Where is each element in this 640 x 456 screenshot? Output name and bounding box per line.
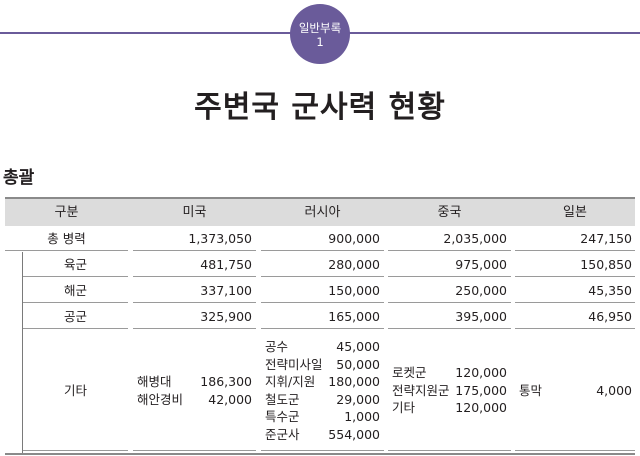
cell-china: 250,000: [388, 278, 511, 303]
table-row-army: 육군 481,750 280,000 975,000 150,850: [5, 252, 635, 278]
cell-russia-etc: 공수 45,000 전략미사일 50,000 지휘/지원 180,000 철도군…: [261, 330, 384, 451]
row-label: 육군: [23, 252, 128, 277]
etc-item: 철도군 29,000: [265, 391, 380, 409]
table-bottom-rule: [5, 453, 635, 455]
cell-russia: 280,000: [261, 252, 384, 277]
etc-item-value: 50,000: [336, 356, 380, 372]
table-row-total: 총 병력 1,373,050 900,000 2,035,000 247,150: [5, 226, 635, 252]
etc-item: 전략지원군 175,000: [392, 382, 507, 400]
table-row-etc: 기타 해병대 186,300 해안경비 42,000 공수 45,000 전략미…: [5, 330, 635, 452]
etc-item-name: 전략미사일: [265, 356, 323, 372]
table-row-navy: 해군 337,100 150,000 250,000 45,350: [5, 278, 635, 304]
etc-item-value: 42,000: [208, 391, 252, 407]
etc-item-name: 통막: [519, 383, 543, 398]
header-china: 중국: [437, 205, 462, 220]
cell-usa: 1,373,050: [133, 226, 256, 251]
header-japan: 일본: [563, 205, 587, 220]
cell-usa: 325,900: [133, 304, 256, 329]
page-title: 주변국 군사력 현황: [194, 90, 446, 125]
etc-item-name: 해병대: [137, 374, 172, 389]
cell-china: 395,000: [388, 304, 511, 329]
etc-item: 해안경비 42,000: [137, 391, 252, 409]
cell-china: 975,000: [388, 252, 511, 277]
etc-item-value: 1,000: [344, 409, 380, 424]
cell-china: 2,035,000: [388, 226, 511, 251]
cell-japan: 150,850: [515, 252, 635, 277]
row-label: 해군: [23, 278, 128, 303]
etc-item-name: 공수: [265, 339, 289, 354]
etc-item: 특수군 1,000: [265, 408, 380, 426]
cell-japan: 247,150: [515, 226, 635, 251]
etc-item-value: 186,300: [200, 374, 252, 389]
etc-item-value: 45,000: [336, 339, 380, 354]
etc-item-name: 기타: [392, 400, 416, 415]
header-category: 구분: [54, 205, 79, 220]
etc-item: 전략미사일 50,000: [265, 356, 380, 374]
etc-item-value: 180,000: [328, 374, 380, 389]
appendix-badge: 일반부록 1: [290, 4, 350, 64]
etc-item-value: 120,000: [455, 365, 507, 380]
etc-item-value: 120,000: [455, 400, 507, 415]
etc-item-value: 554,000: [328, 426, 380, 442]
etc-item-value: 4,000: [596, 383, 632, 398]
header-russia: 러시아: [304, 205, 341, 220]
cell-russia: 900,000: [261, 226, 384, 251]
etc-item: 기타 120,000: [392, 399, 507, 417]
etc-item: 로켓군 120,000: [392, 364, 507, 382]
etc-item: 해병대 186,300: [137, 373, 252, 391]
etc-item-name: 해안경비: [137, 391, 184, 407]
table-header: 구분 미국 러시아 중국 일본: [5, 197, 635, 226]
cell-usa-etc: 해병대 186,300 해안경비 42,000: [133, 330, 256, 451]
header-usa: 미국: [182, 205, 207, 220]
cell-japan-etc: 통막 4,000: [515, 330, 635, 451]
cell-japan: 46,950: [515, 304, 635, 329]
cell-usa: 337,100: [133, 278, 256, 303]
row-label: 기타: [23, 330, 128, 451]
etc-item: 준군사 554,000: [265, 426, 380, 444]
etc-item-value: 175,000: [455, 382, 507, 398]
etc-item-value: 29,000: [336, 391, 380, 407]
badge-line1: 일반부록: [298, 21, 342, 35]
cell-russia: 165,000: [261, 304, 384, 329]
row-label: 공군: [23, 304, 128, 329]
table-row-airforce: 공군 325,900 165,000 395,000 46,950: [5, 304, 635, 330]
subcategory-bracket-line: [22, 252, 23, 454]
etc-item-name: 전략지원군: [392, 382, 450, 398]
military-table: 구분 미국 러시아 중국 일본 총 병력 1,373,050 900,000 2…: [5, 197, 635, 454]
cell-japan: 45,350: [515, 278, 635, 303]
row-label: 총 병력: [5, 226, 128, 251]
badge-line2: 1: [316, 35, 324, 49]
etc-item-name: 로켓군: [392, 365, 427, 380]
section-title: 총괄: [3, 168, 35, 188]
etc-item-name: 준군사: [265, 426, 300, 442]
etc-item: 지휘/지원 180,000: [265, 373, 380, 391]
etc-item: 통막 4,000: [519, 382, 632, 400]
cell-russia: 150,000: [261, 278, 384, 303]
etc-item: 공수 45,000: [265, 338, 380, 356]
cell-usa: 481,750: [133, 252, 256, 277]
cell-china-etc: 로켓군 120,000 전략지원군 175,000 기타 120,000: [388, 330, 511, 451]
etc-item-name: 철도군: [265, 391, 300, 407]
etc-item-name: 특수군: [265, 409, 300, 424]
etc-item-name: 지휘/지원: [265, 374, 316, 389]
